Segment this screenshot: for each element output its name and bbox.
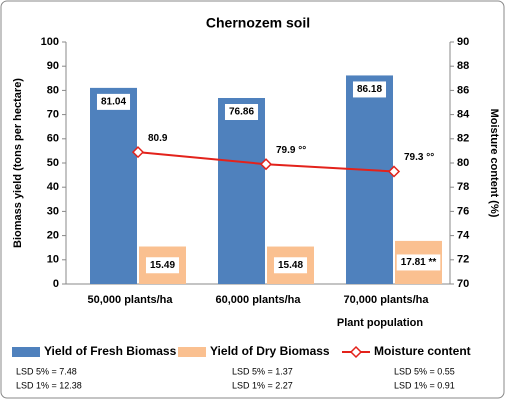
label-box xyxy=(96,93,131,110)
y2-tick-label: 70 xyxy=(457,278,469,290)
marker xyxy=(259,158,273,171)
y-tick-label: 20 xyxy=(47,230,59,242)
label-box xyxy=(145,257,180,274)
note: LSD 1% = 0.91 xyxy=(394,380,455,390)
y-tick-label: 100 xyxy=(41,36,59,48)
y2-tick-label: 74 xyxy=(457,230,470,242)
bar xyxy=(218,97,265,284)
x-tick-label: 60,000 plants/ha xyxy=(216,294,302,306)
note: LSD 5% = 7.48 xyxy=(16,366,77,376)
y2-tick-label: 86 xyxy=(457,84,469,96)
y2-tick-label: 90 xyxy=(457,36,469,48)
label-box xyxy=(352,81,387,98)
label-box xyxy=(224,103,259,120)
legend-label: Moisture content xyxy=(374,344,471,358)
y2-tick-label: 78 xyxy=(457,181,469,193)
legend-swatch xyxy=(178,347,206,357)
data-label: 15.49 xyxy=(150,260,175,271)
y-tick-label: 30 xyxy=(47,205,59,217)
legend-marker xyxy=(349,345,363,359)
y-tick-label: 80 xyxy=(47,84,59,96)
y2-tick-label: 84 xyxy=(457,109,470,121)
legend-label: Yield of Dry Biomass xyxy=(210,344,330,358)
label-box xyxy=(273,257,308,274)
marker xyxy=(387,165,401,178)
label-box xyxy=(396,254,441,271)
y2-tick-label: 76 xyxy=(457,205,469,217)
x-tick-label: 70,000 plants/ha xyxy=(344,294,430,306)
y-tick-label: 90 xyxy=(47,60,59,72)
note: LSD 5% = 1.37 xyxy=(232,366,293,376)
y2-tick-label: 82 xyxy=(457,133,469,145)
y2-axis-label: Moisture content (%) xyxy=(488,109,500,218)
data-label: 80.9 xyxy=(148,133,168,144)
data-label: 81.04 xyxy=(101,97,126,108)
y2-tick-label: 72 xyxy=(457,254,469,266)
data-label: 79.3 °° xyxy=(404,152,434,163)
note: LSD 1% = 2.27 xyxy=(232,380,293,390)
bar xyxy=(90,87,137,284)
y-tick-label: 60 xyxy=(47,133,59,145)
data-label: 15.48 xyxy=(278,260,303,271)
y-tick-label: 0 xyxy=(53,278,59,290)
y-tick-label: 10 xyxy=(47,254,59,266)
bar xyxy=(346,75,393,284)
x-tick-label: 50,000 plants/ha xyxy=(88,294,174,306)
data-label: 17.81 ** xyxy=(401,257,437,268)
marker xyxy=(131,146,145,159)
data-label: 79.9 °° xyxy=(276,145,306,156)
y-tick-label: 40 xyxy=(47,181,59,193)
legend-label: Yield of Fresh Biomass xyxy=(44,344,177,358)
data-label: 86.18 xyxy=(357,84,382,95)
x-axis-label: Plant population xyxy=(337,317,423,329)
y-axis-label: Biomass yield (tons per hectare) xyxy=(12,78,24,248)
y2-tick-label: 88 xyxy=(457,60,469,72)
y2-tick-label: 80 xyxy=(457,157,469,169)
data-label: 76.86 xyxy=(229,107,254,118)
chart-title: Chernozem soil xyxy=(206,15,310,31)
y-tick-label: 70 xyxy=(47,109,59,121)
note: LSD 5% = 0.55 xyxy=(394,366,455,376)
legend-swatch xyxy=(12,347,40,357)
y-tick-label: 50 xyxy=(47,157,59,169)
note: LSD 1% = 12.38 xyxy=(16,380,82,390)
